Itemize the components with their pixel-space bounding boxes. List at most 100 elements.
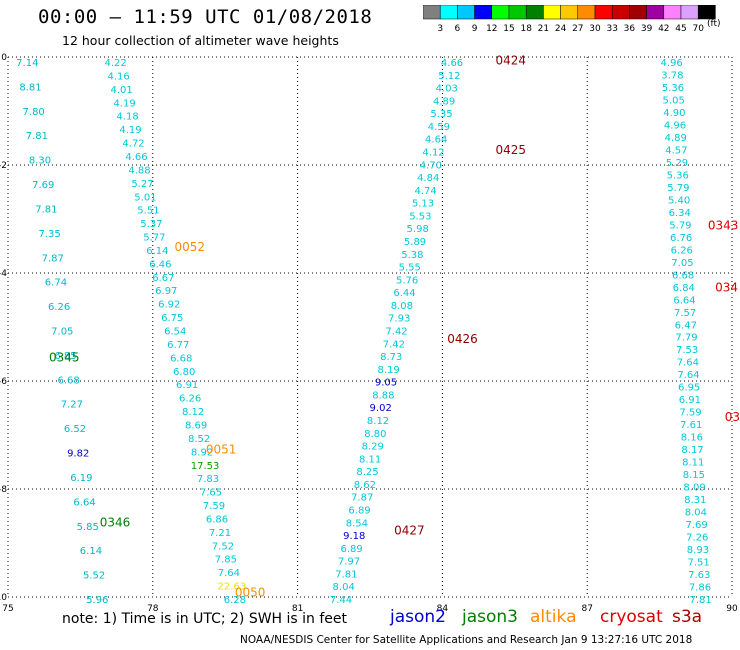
wave-height-value: 7.59: [679, 408, 701, 419]
wave-height-value: 6.91: [679, 395, 701, 406]
wave-height-value: 8.16: [681, 433, 703, 444]
wave-height-value: 4.16: [107, 71, 129, 82]
wave-height-value: 4.89: [665, 133, 687, 144]
wave-height-value: 5.29: [666, 158, 688, 169]
scale-tick-label: 30: [589, 24, 601, 34]
wave-height-value: 6.68: [672, 270, 694, 281]
wave-height-value: 7.64: [218, 568, 240, 579]
wave-height-value: 5.53: [409, 211, 431, 222]
wave-height-value: 5.52: [83, 571, 105, 582]
wave-height-value: 8.88: [372, 390, 394, 401]
x-tick-label: 84: [437, 604, 449, 612]
wave-height-value: 7.42: [383, 339, 405, 350]
time-label: 0426: [447, 332, 478, 346]
wave-height-value: 8.12: [182, 407, 204, 418]
wave-height-value: 6.46: [149, 259, 171, 270]
scale-tick-label: 45: [675, 24, 686, 34]
wave-height-value: 7.05: [671, 258, 693, 269]
scale-tick-label: 18: [520, 24, 532, 34]
wave-height-value: 4.57: [665, 145, 687, 156]
wave-height-value: 6.91: [176, 380, 198, 391]
wave-height-value: 7.81: [689, 595, 711, 606]
wave-height-value: 8.19: [377, 365, 399, 376]
legend-altika: altika: [530, 607, 577, 627]
wave-height-value: 7.51: [687, 558, 709, 569]
wave-height-value: 8.93: [687, 545, 709, 556]
y-tick-label: -4: [0, 269, 7, 279]
time-label: 0427: [394, 524, 425, 538]
wave-height-value: 4.19: [119, 125, 141, 136]
wave-height-value: 6.47: [675, 320, 697, 331]
wave-height-value: 5.77: [143, 233, 165, 244]
wave-height-value: 5.36: [667, 170, 689, 181]
wave-height-value: 5.13: [412, 199, 434, 210]
wave-height-value: 7.87: [351, 493, 373, 504]
scale-swatch: [697, 5, 716, 20]
wave-height-value: 6.84: [673, 283, 695, 294]
wave-height-value: 6.26: [179, 394, 201, 405]
footer-credit: NOAA/NESDIS Center for Satellite Applica…: [240, 634, 693, 646]
wave-height-value: 7.81: [35, 204, 57, 215]
wave-height-value: 4.18: [116, 112, 138, 123]
wave-height-value: 8.12: [367, 416, 389, 427]
time-label: 0343: [708, 218, 739, 232]
wave-height-value: 6.52: [64, 424, 86, 435]
legend-jason2: jason2: [390, 607, 446, 627]
wave-height-value: 5.12: [438, 71, 460, 82]
wave-height-value: 6.64: [673, 295, 695, 306]
wave-height-value: 6.26: [48, 302, 70, 313]
wave-height-value: 3.78: [661, 70, 683, 81]
time-label: 03: [725, 410, 740, 424]
footer-note: note: 1) Time is in UTC; 2) SWH is in fe…: [62, 611, 348, 627]
wave-height-value: 7.35: [38, 229, 60, 240]
wave-height-value: 8.17: [681, 445, 703, 456]
wave-height-value: 8.54: [346, 518, 368, 529]
wave-height-value: 9.05: [375, 378, 397, 389]
scale-tick-label: 36: [624, 24, 636, 34]
wave-height-value: 7.64: [677, 358, 699, 369]
wave-height-value: 7.85: [215, 555, 237, 566]
wave-height-value: 4.59: [428, 122, 450, 133]
wave-height-value: 6.34: [669, 208, 691, 219]
wave-height-value: 7.42: [385, 327, 407, 338]
wave-height-value: 8.11: [359, 454, 381, 465]
time-label: 0051: [206, 443, 237, 457]
wave-height-value: 4.72: [122, 139, 144, 150]
wave-height-value: 7.65: [200, 488, 222, 499]
wave-height-value: 7.81: [26, 131, 48, 142]
wave-height-value: 8.15: [683, 470, 705, 481]
wave-height-value: 7.97: [338, 557, 360, 568]
wave-height-value: 5.51: [137, 206, 159, 217]
wave-height-value: 6.77: [167, 340, 189, 351]
scale-tick-label: 33: [606, 24, 617, 34]
wave-height-value: 5.35: [430, 109, 452, 120]
wave-height-value: 5.05: [663, 95, 685, 106]
wave-height-value: 4.66: [125, 152, 147, 163]
wave-height-value: 6.75: [161, 313, 183, 324]
wave-height-value: 6.76: [670, 233, 692, 244]
wave-height-value: 5.98: [407, 224, 429, 235]
wave-height-value: 6.64: [73, 497, 95, 508]
wave-height-value: 7.69: [32, 180, 54, 191]
time-label: 0346: [100, 515, 131, 529]
wave-height-value: 5.27: [131, 179, 153, 190]
scale-tick-label: 27: [572, 24, 583, 34]
x-tick-label: 81: [292, 604, 303, 612]
wave-height-value: 17.53: [191, 461, 220, 472]
wave-height-value: 4.03: [436, 84, 458, 95]
wave-height-value: 5.55: [399, 263, 421, 274]
wave-height-value: 7.93: [388, 314, 410, 325]
wave-height-value: 8.04: [333, 582, 355, 593]
wave-height-value: 9.02: [370, 403, 392, 414]
wave-height-value: 5.38: [401, 250, 423, 261]
wave-height-value: 4.64: [425, 135, 447, 146]
chart-subtitle: 12 hour collection of altimeter wave hei…: [62, 33, 339, 48]
time-label: 0052: [175, 240, 206, 254]
wave-height-value: 8.04: [685, 508, 707, 519]
y-tick-label: -10: [0, 593, 7, 603]
wave-height-value: 8.81: [19, 82, 41, 93]
wave-height-value: 6.14: [80, 546, 102, 557]
wave-height-value: 6.14: [146, 246, 168, 257]
wave-height-value: 7.64: [677, 370, 699, 381]
legend-cryosat: cryosat: [600, 607, 663, 627]
